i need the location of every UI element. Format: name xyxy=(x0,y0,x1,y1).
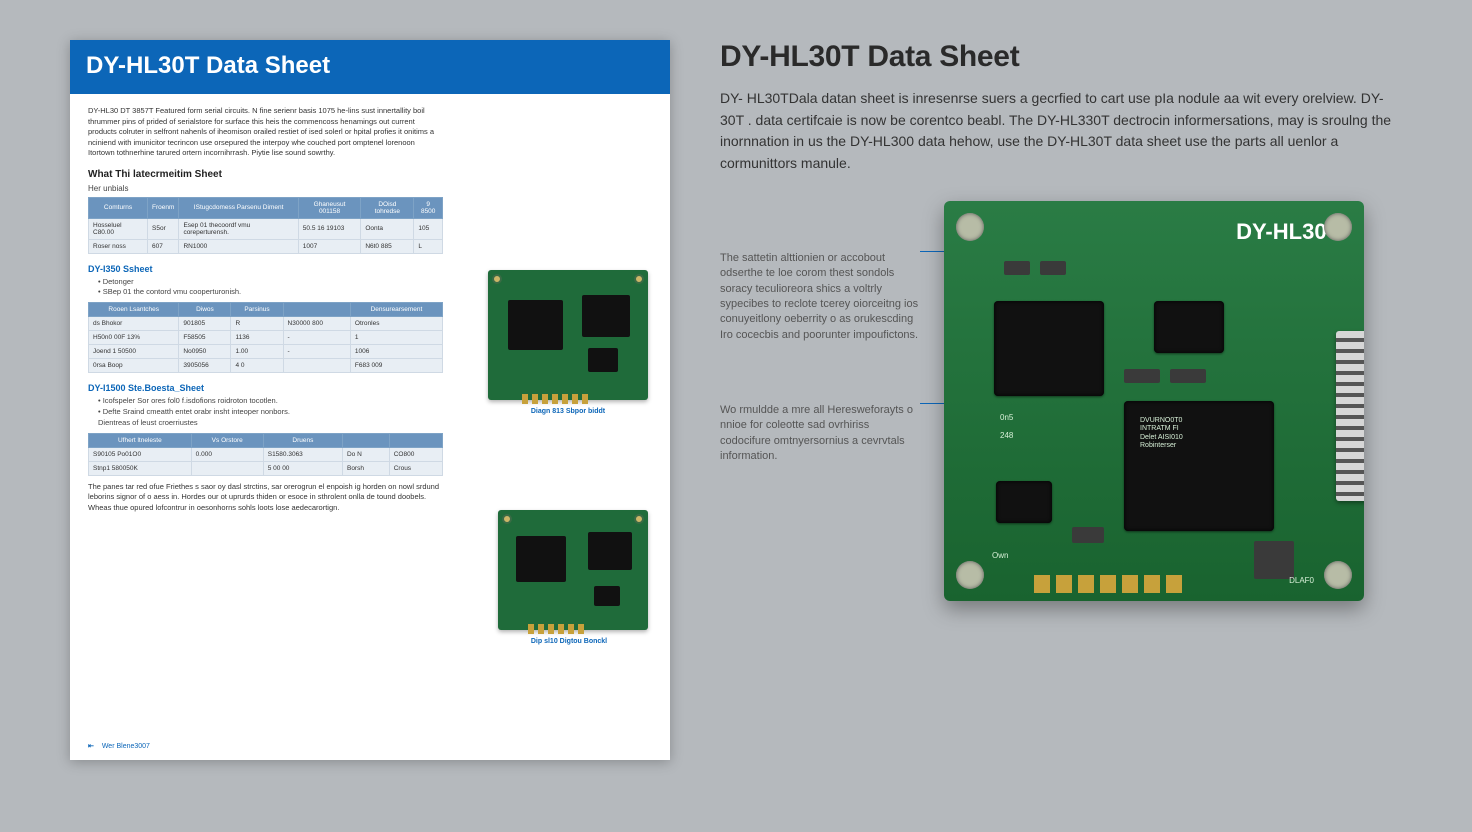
doc-section2-heading: DY-I350 Ssheet xyxy=(88,264,443,274)
doc-table-2: Rooen Lsantches Diwos Parsinus Densurear… xyxy=(88,302,443,373)
right-panel: DY-HL30T Data Sheet DY- HL30TDala datan … xyxy=(720,40,1400,792)
pcb-thumb1-caption: Diagn 813 Sbpor biddt xyxy=(488,408,648,415)
pcb-thumbnail-1 xyxy=(488,270,648,400)
doc-section3-heading: DY-I1500 Ste.Boesta_Sheet xyxy=(88,383,443,393)
t1-h5: 9 8500 xyxy=(414,197,443,218)
table-row: H50n0 00F 13%F585051136-1 xyxy=(89,331,443,345)
table-row: Roser noss 607 RN1000 1007 N6t0 885 L xyxy=(89,239,443,253)
doc-bottom-ref: ⇤ Wer Blene3007 xyxy=(88,742,150,750)
doc-title-bar: DY-HL30T Data Sheet xyxy=(70,40,670,94)
doc-s3-bullets: • Icofspeler Sor ores fol0 f.isdofions r… xyxy=(98,396,443,429)
datasheet-document-page: DY-HL30T Data Sheet DY-HL30 DT 3857T Fea… xyxy=(70,40,670,760)
pcb-thumbnail-2 xyxy=(498,510,648,630)
doc-footnote: The panes tar red ofue Friethes s saor o… xyxy=(88,482,443,514)
right-lower-row: The sattetin alttionien or accobout odse… xyxy=(720,201,1400,601)
callout-column: The sattetin alttionien or accobout odse… xyxy=(720,201,920,505)
table-row: S90105 Po01O00.000S1580.3063Do NCO800 xyxy=(89,447,443,461)
doc-section1-heading: What Thi latecrmeitim Sheet xyxy=(88,169,443,180)
t1-h2: IStugcdomess Parsenu Diment xyxy=(179,197,298,218)
doc-body: DY-HL30 DT 3857T Featured form serial ci… xyxy=(88,106,443,513)
t1-h3: Ghaneusut 001158 xyxy=(298,197,361,218)
t1-h1: Froenm xyxy=(148,197,179,218)
table-row: Hosseluel C80.00 S5or Esep 01 thecoordf … xyxy=(89,218,443,239)
doc-intro: DY-HL30 DT 3857T Featured form serial ci… xyxy=(88,106,443,159)
doc-section1-sub: Her unbials xyxy=(88,184,443,193)
doc-s2-bullets: • Detonger • SBep 01 the contord vmu coo… xyxy=(98,277,443,299)
gold-pads xyxy=(1034,575,1182,593)
callout-2: Wo rmuldde a mre all Heresweforayts o nn… xyxy=(720,403,920,465)
arrow-icon: ⇤ xyxy=(88,743,94,750)
pcb-hero-image: DY-HL30T 0n5 248 Own DVURNO0T0INTRATM FI… xyxy=(944,201,1364,601)
table-row: Joend 1 50500No09501.00-1006 xyxy=(89,345,443,359)
table-row: Stnp1 580050K5 00 00BorshCrous xyxy=(89,461,443,475)
callout-1: The sattetin alttionien or accobout odse… xyxy=(720,251,920,343)
connector-icon xyxy=(1336,331,1364,501)
table-row: ds Bhokor901805RN30000 800Otronles xyxy=(89,317,443,331)
pcb-thumb2-caption: Dip sl10 Digtou Bonckl xyxy=(494,638,644,645)
doc-table-3: Ufhert ltneleste Vs Orstore Druens S9010… xyxy=(88,433,443,476)
doc-table-1: Comturns Froenm IStugcdomess Parsenu Dim… xyxy=(88,197,443,254)
t1-h0: Comturns xyxy=(89,197,148,218)
right-title: DY-HL30T Data Sheet xyxy=(720,40,1400,74)
t1-h4: DOisd tohredse xyxy=(361,197,414,218)
right-intro-paragraph: DY- HL30TDala datan sheet is inresenrse … xyxy=(720,88,1400,175)
table-row: 0rsa Boop39050564 0F683 009 xyxy=(89,359,443,373)
